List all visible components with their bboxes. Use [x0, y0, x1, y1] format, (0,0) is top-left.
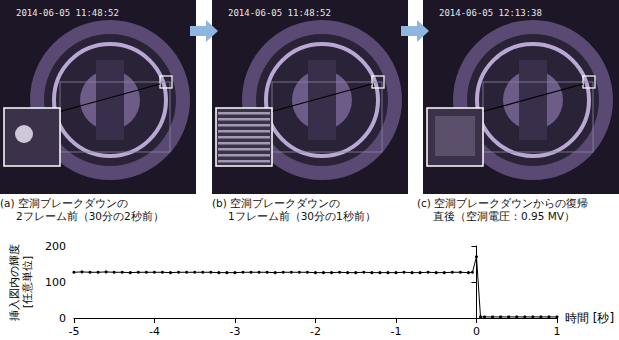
- svg-text:0: 0: [473, 325, 480, 338]
- svg-text:時間 [秒]: 時間 [秒]: [565, 311, 614, 325]
- svg-text:100: 100: [45, 276, 66, 289]
- svg-text:2014-06-05 12:13:38: 2014-06-05 12:13:38: [439, 8, 542, 18]
- svg-text:-4: -4: [149, 325, 160, 338]
- svg-text:2014-06-05 11:48:52: 2014-06-05 11:48:52: [16, 8, 119, 18]
- svg-text:-3: -3: [229, 325, 240, 338]
- svg-text:0: 0: [59, 312, 66, 325]
- html-text:(b) 空洞ブレークダウンの: (b) 空洞ブレークダウンの: [212, 197, 341, 209]
- html-text:直後（空洞電圧：0.95 MV）: 直後（空洞電圧：0.95 MV）: [433, 210, 575, 222]
- svg-text:挿入図内の輝度: 挿入図内の輝度: [8, 244, 21, 321]
- html-text:1フレーム前（30分の1秒前）: 1フレーム前（30分の1秒前）: [228, 210, 376, 222]
- html-text:(c) 空洞ブレークダウンからの復帰: (c) 空洞ブレークダウンからの復帰: [417, 197, 589, 209]
- html-text:(a) 空洞ブレークダウンの: (a) 空洞ブレークダウンの: [0, 197, 128, 209]
- html-text:2フレーム前（30分の2秒前）: 2フレーム前（30分の2秒前）: [16, 210, 164, 222]
- svg-text:[任意単位]: [任意単位]: [21, 256, 34, 309]
- svg-text:-1: -1: [390, 325, 401, 338]
- svg-text:1: 1: [554, 325, 561, 338]
- svg-text:-5: -5: [68, 325, 79, 338]
- svg-text:2014-06-05 11:48:52: 2014-06-05 11:48:52: [228, 8, 331, 18]
- svg-text:-2: -2: [310, 325, 321, 338]
- svg-text:200: 200: [45, 240, 66, 253]
